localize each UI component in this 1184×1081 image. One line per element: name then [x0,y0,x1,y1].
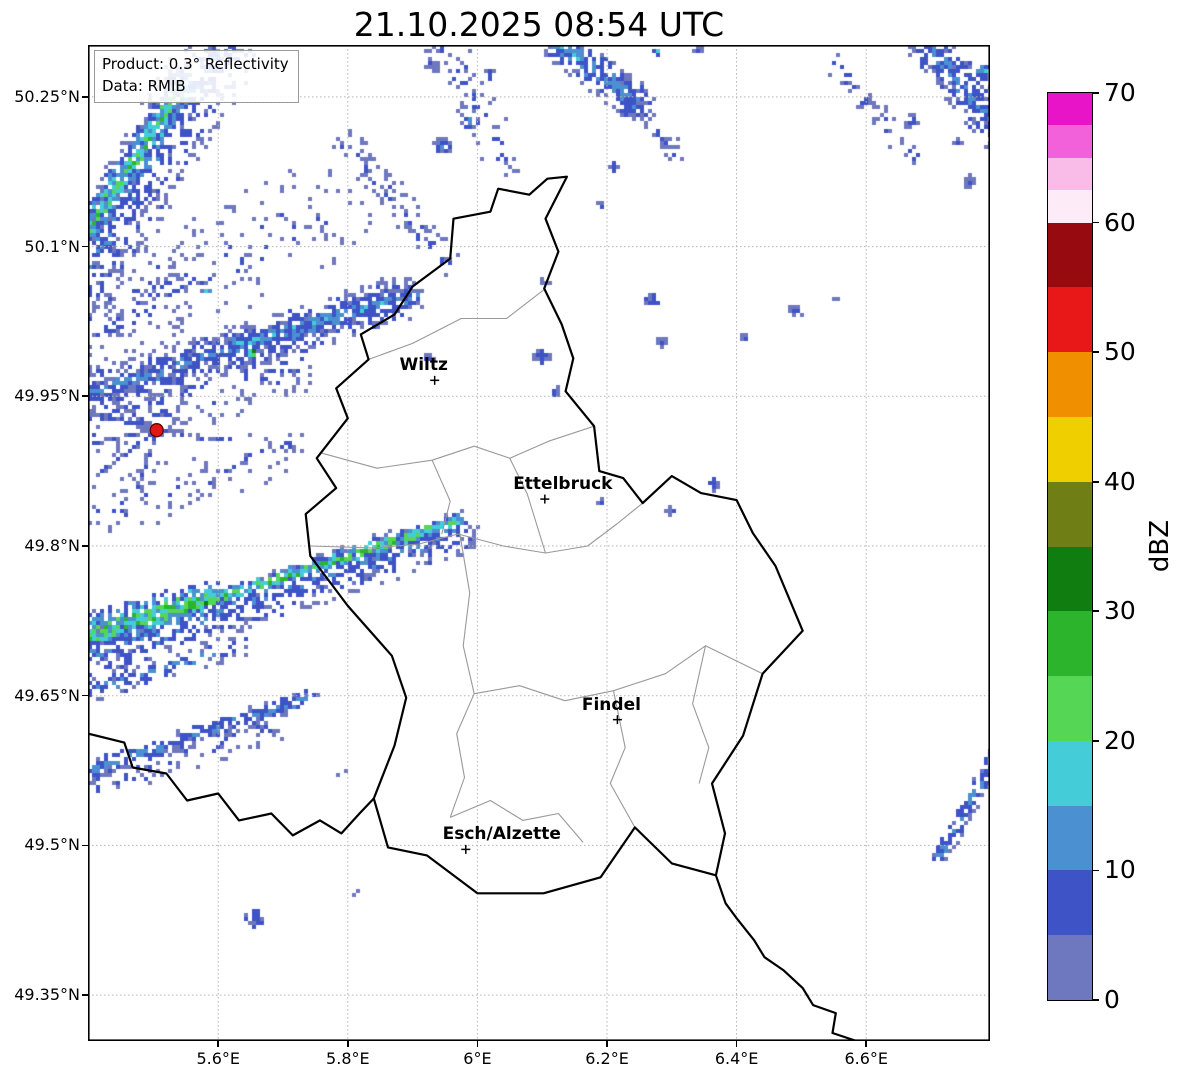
colorbar-band [1048,805,1092,871]
product-info-box: Product: 0.3° Reflectivity Data: RMIB [94,50,299,103]
city-label: Ettelbruck [513,474,613,495]
colorbar-band [1048,286,1092,353]
radar-site-marker [149,423,164,438]
colorbar-tick-mark [1092,610,1099,613]
colorbar-tick-mark [1092,351,1099,354]
lat-tick-label: 49.5°N [24,835,80,855]
colorbar-band [1048,222,1092,288]
colorbar-tick-label: 0 [1104,985,1120,1014]
colorbar-band [1048,869,1092,936]
data-source-line: Data: RMIB [102,76,186,95]
lon-tick-label: 6.4°E [714,1049,759,1068]
lon-tick-mark [606,1041,608,1047]
product-line: Product: 0.3° Reflectivity [102,55,289,73]
city-markers [430,375,622,854]
district-border-path [368,288,546,360]
district-borders [310,288,763,843]
lat-tick-mark [82,994,88,996]
colorbar-band [1048,416,1092,482]
colorbar-band [1048,481,1092,547]
colorbar-axis-label: dBZ [1145,519,1175,573]
lat-tick-label: 50.1°N [24,236,80,256]
district-border-path [474,645,763,702]
lon-tick-mark [347,1041,349,1047]
colorbar-band [1048,740,1092,806]
lat-tick-mark [82,844,88,847]
lon-tick-label: 6.6°E [844,1049,888,1068]
plot-frame [88,45,990,1041]
lat-tick-label: 49.35°N [14,985,80,1005]
colorbar-band [1048,92,1092,126]
city-label: Findel [581,694,641,715]
map-plot: Product: 0.3° Reflectivity Data: RMIB Wi… [88,45,990,1041]
district-border-path [449,799,584,843]
lat-tick-mark [82,694,88,697]
lat-tick-mark [82,545,88,547]
lon-tick-label: 6°E [463,1049,492,1068]
city-label: Wiltz [399,355,448,376]
lat-tick-label: 49.8°N [24,535,80,555]
colorbar-tick-label: 40 [1104,466,1136,496]
colorbar-band [1048,934,1092,1000]
lon-tick-mark [865,1041,868,1047]
lon-tick-mark [217,1041,220,1047]
district-border-path [321,425,595,469]
colorbar-tick-label: 20 [1104,725,1136,755]
colorbar-tick-mark [1092,480,1099,483]
lon-tick-mark [735,1041,738,1047]
colorbar-tick-mark [1092,739,1099,742]
colorbar-band [1048,157,1092,191]
lon-tick-label: 5.8°E [326,1049,370,1068]
lat-tick-mark [82,245,88,248]
colorbar-band [1048,610,1092,677]
radar-echoes-canvas [88,45,990,1041]
colorbar-band [1048,351,1092,417]
lat-tick-label: 49.95°N [14,386,80,406]
colorbar-frame [1047,92,1093,1001]
france-germany-border-path [714,874,858,1041]
figure-title: 21.10.2025 08:54 UTC [353,5,725,44]
grid-lines [88,45,990,1041]
colorbar-tick-label: 30 [1104,596,1136,626]
lon-tick-label: 6.2°E [585,1049,629,1068]
lon-tick-label: 5.6°E [196,1049,241,1068]
colorbar-tick-label: 60 [1104,207,1136,237]
colorbar [1047,92,1093,1001]
lat-tick-label: 49.65°N [14,685,80,705]
lat-tick-label: 50.25°N [14,86,80,106]
colorbar-tick-mark [1092,221,1099,224]
colorbar-band [1048,189,1092,223]
colorbar-tick-mark [1092,92,1099,94]
belgium-france-border-path [88,732,375,837]
colorbar-band [1048,546,1092,612]
district-border-path [692,645,710,784]
district-border-path [509,457,547,554]
district-border-path [310,502,644,554]
country-border-path [304,175,804,895]
colorbar-tick-mark [1092,999,1099,1001]
colorbar-tick-label: 70 [1104,78,1136,107]
colorbar-tick-label: 10 [1104,855,1136,885]
colorbar-tick-mark [1092,869,1099,872]
district-border-path [449,533,475,818]
colorbar-band [1048,675,1092,741]
national-borders [88,175,858,1041]
colorbar-band [1048,124,1092,158]
city-label: Esch/Alzette [442,824,561,845]
colorbar-tick-label: 50 [1104,337,1136,367]
lon-tick-mark [476,1041,479,1047]
district-border-path [431,459,451,535]
map-borders-svg [88,45,990,1041]
lat-tick-mark [82,96,88,98]
lat-tick-mark [82,395,88,398]
